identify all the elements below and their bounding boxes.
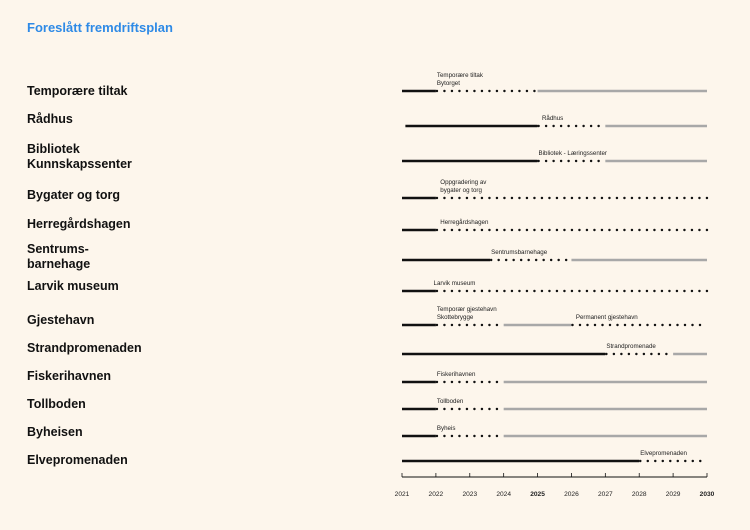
row-label: Herregårdshagen [27, 217, 131, 231]
row-label: Bibliotek Kunnskapssenter [27, 142, 132, 171]
timeline-row: Bibliotek - Læringssenter [402, 150, 707, 163]
timeline-row: Byheis [402, 425, 707, 438]
bar-label: Strandpromenade [606, 343, 656, 350]
row-label: Strandpromenaden [27, 341, 142, 355]
x-tick-label: 2030 [700, 491, 715, 498]
x-tick-label: 2026 [564, 491, 579, 498]
row-label: Tollboden [27, 397, 86, 411]
x-tick-label: 2029 [666, 491, 681, 498]
bar-label: Oppgradering av bygater og torg [440, 179, 487, 194]
bar-label: Bibliotek - Læringssenter [539, 150, 607, 157]
bar-label: Herregårdshagen [440, 219, 489, 226]
row-label: Sentrums- barnehage [27, 242, 91, 271]
x-tick-label: 2025 [530, 491, 545, 498]
timeline-row: Rådhus [405, 115, 707, 128]
timeline-row: Temporær gjestehavn Skottebrygge Permanent… [402, 306, 709, 327]
row-label: Bygater og torg [27, 188, 121, 202]
timeline-row: Oppgradering av bygater og torg [402, 179, 709, 200]
bar-label: Larvik museum [434, 280, 476, 287]
bar-label: Tollboden [437, 398, 464, 405]
x-tick-label: 2022 [429, 491, 444, 498]
timeline-row: Tollboden [402, 398, 707, 411]
row-label: Fiskerihavnen [27, 369, 112, 383]
bar-label: Byheis [437, 425, 456, 432]
bar-label: Temporær gjestehavn Skottebrygge [437, 306, 497, 321]
timeline-row: Strandpromenade [402, 343, 707, 356]
bar-label: Rådhus [542, 115, 563, 122]
x-tick-label: 2023 [462, 491, 477, 498]
page-title: Foreslått fremdriftsplan [27, 20, 173, 35]
x-tick-label: 2021 [395, 491, 410, 498]
row-label: Larvik museum [27, 279, 119, 293]
timeline-row: Larvik museum [402, 280, 709, 293]
x-tick-label: 2028 [632, 491, 647, 498]
timeline-row: Sentrumsbarnehage [402, 249, 707, 262]
timeline-row: Herregårdshagen [402, 219, 709, 232]
x-tick-label: 2027 [598, 491, 613, 498]
x-tick-label: 2024 [496, 491, 511, 498]
bar-label: Permanent gjestehavn [576, 314, 638, 321]
row-label: Gjestehavn [27, 313, 95, 327]
row-label: Rådhus [27, 112, 73, 126]
bar-label: Sentrumsbarnehage [491, 249, 548, 256]
timeline-row: Temporære tiltak Bytorget [402, 72, 707, 93]
row-label: Temporære tiltak [27, 84, 128, 98]
row-label: Byheisen [27, 425, 83, 439]
timeline-row: Fiskerihavnen [402, 371, 707, 384]
timeline-row: Elvepromenaden [402, 450, 709, 463]
bar-label: Fiskerihavnen [437, 371, 476, 378]
row-label: Elvepromenaden [27, 453, 128, 467]
bar-label: Elvepromenaden [640, 450, 687, 457]
bar-label: Temporære tiltak Bytorget [437, 72, 484, 87]
